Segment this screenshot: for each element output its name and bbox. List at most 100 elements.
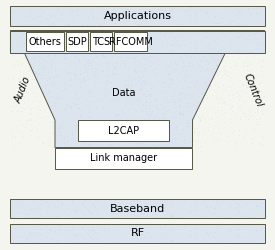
Bar xyxy=(66,32,88,51)
Point xyxy=(37,202,42,206)
Point xyxy=(26,40,31,44)
Point xyxy=(216,43,221,47)
Point xyxy=(188,56,193,60)
Point xyxy=(141,102,145,106)
Point xyxy=(21,235,25,239)
Point xyxy=(33,84,37,88)
Point xyxy=(210,94,214,98)
Point xyxy=(179,35,183,39)
Point xyxy=(145,139,149,143)
Point xyxy=(249,50,254,54)
Point xyxy=(86,234,90,237)
Point xyxy=(193,130,197,134)
Point xyxy=(33,69,37,73)
Point xyxy=(138,200,142,204)
Point xyxy=(58,133,62,137)
Point xyxy=(89,211,94,215)
Point xyxy=(216,105,221,109)
Point xyxy=(95,224,99,228)
Point xyxy=(239,88,244,92)
Point xyxy=(39,12,43,16)
Point xyxy=(232,96,236,100)
Point xyxy=(176,209,180,213)
Point xyxy=(169,49,173,53)
Point xyxy=(151,124,156,128)
Point xyxy=(11,12,15,16)
Point xyxy=(144,124,148,128)
Point xyxy=(82,78,87,82)
Point xyxy=(229,71,233,75)
Point xyxy=(202,90,207,94)
Point xyxy=(123,134,128,138)
Point xyxy=(254,88,258,92)
Point xyxy=(87,108,92,112)
Point xyxy=(125,55,129,59)
Point xyxy=(43,66,47,70)
Point xyxy=(116,37,120,41)
Point xyxy=(138,70,143,73)
Point xyxy=(114,50,118,54)
Point xyxy=(126,107,130,111)
Point xyxy=(158,225,163,229)
Point xyxy=(194,48,198,52)
Point xyxy=(186,93,190,97)
Point xyxy=(73,209,77,213)
Point xyxy=(10,77,15,81)
Point xyxy=(219,106,224,110)
Point xyxy=(190,33,194,37)
Point xyxy=(91,41,95,45)
Point xyxy=(216,57,220,61)
Point xyxy=(81,126,85,130)
Point xyxy=(29,64,34,68)
Point xyxy=(187,48,191,52)
Point xyxy=(174,39,178,43)
Point xyxy=(256,73,260,77)
Point xyxy=(170,42,174,46)
Point xyxy=(55,68,59,72)
Point xyxy=(40,141,44,145)
Point xyxy=(28,128,33,132)
Point xyxy=(120,109,124,113)
Point xyxy=(38,76,42,80)
Point xyxy=(173,133,177,137)
Point xyxy=(68,83,72,87)
Point xyxy=(192,48,197,52)
Point xyxy=(123,92,128,96)
Point xyxy=(101,35,105,39)
Point xyxy=(54,97,58,101)
Point xyxy=(196,105,200,109)
Point xyxy=(244,211,248,215)
Point xyxy=(40,66,44,70)
Point xyxy=(178,38,182,42)
Point xyxy=(148,142,153,146)
Point xyxy=(21,85,26,89)
Point xyxy=(207,125,211,129)
Point xyxy=(190,141,194,145)
Point xyxy=(224,136,228,140)
Point xyxy=(213,206,218,210)
Point xyxy=(204,20,208,24)
Point xyxy=(144,130,148,134)
Point xyxy=(110,69,114,73)
Point xyxy=(191,102,195,106)
Point xyxy=(242,37,246,41)
Point xyxy=(160,70,164,74)
Point xyxy=(184,145,189,149)
Point xyxy=(64,52,68,56)
Point xyxy=(80,201,84,205)
Point xyxy=(227,22,231,26)
Point xyxy=(250,96,254,100)
Point xyxy=(95,8,99,12)
Point xyxy=(157,107,161,111)
Point xyxy=(126,93,131,97)
Point xyxy=(128,118,133,122)
Point xyxy=(236,21,241,25)
Point xyxy=(113,223,117,227)
Point xyxy=(182,134,186,138)
Point xyxy=(45,224,49,228)
Point xyxy=(113,37,117,41)
Point xyxy=(89,48,94,52)
Point xyxy=(9,55,13,59)
Point xyxy=(56,16,60,20)
Point xyxy=(50,113,54,117)
